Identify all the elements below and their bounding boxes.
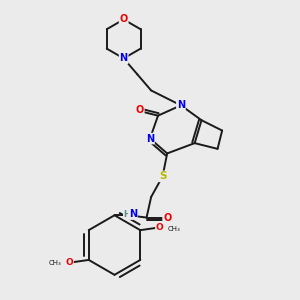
Text: CH₃: CH₃	[168, 226, 181, 232]
Text: H: H	[124, 210, 130, 219]
Text: N: N	[146, 134, 154, 143]
Text: N: N	[120, 53, 128, 63]
Text: O: O	[163, 213, 171, 223]
Text: N: N	[177, 100, 185, 110]
Text: O: O	[119, 14, 128, 25]
Text: O: O	[156, 224, 164, 232]
Text: O: O	[65, 258, 73, 267]
Text: O: O	[136, 105, 144, 115]
Text: S: S	[159, 171, 166, 181]
Text: N: N	[129, 209, 137, 219]
Text: CH₃: CH₃	[49, 260, 61, 266]
